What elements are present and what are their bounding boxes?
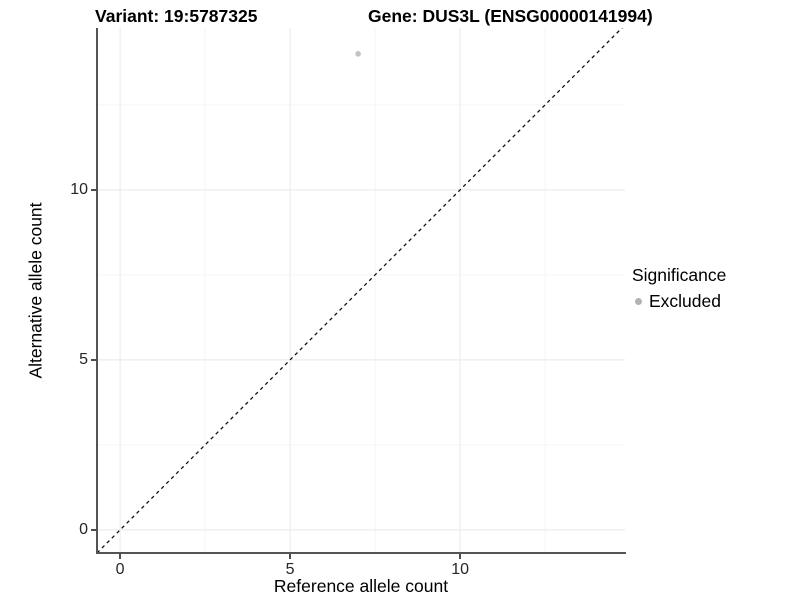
x-tick-mark xyxy=(289,554,292,559)
x-tick-label: 10 xyxy=(451,561,469,578)
x-axis-label: Reference allele count xyxy=(273,576,449,596)
legend-key-dot-icon xyxy=(632,295,646,309)
y-tick-label: 10 xyxy=(70,180,88,198)
data-point xyxy=(355,51,361,57)
legend: Significance Excluded xyxy=(632,265,726,312)
y-axis-label: Alternative allele count xyxy=(25,202,46,379)
plot-panel xyxy=(97,28,625,553)
legend-item-excluded: Excluded xyxy=(632,291,726,312)
reference-identity-line xyxy=(97,28,623,553)
y-tick-label: 0 xyxy=(79,520,88,538)
y-tick-mark xyxy=(91,188,96,191)
plot-title-gene: Gene: DUS3L (ENSG00000141994) xyxy=(368,6,653,26)
x-tick-label: 0 xyxy=(115,561,125,578)
y-tick-mark xyxy=(91,528,96,531)
x-axis-line xyxy=(95,552,626,554)
legend-item-label: Excluded xyxy=(649,291,721,311)
y-tick-label: 5 xyxy=(79,350,88,368)
plot-title-variant: Variant: 19:5787325 xyxy=(95,6,258,26)
y-tick-mark xyxy=(91,358,96,361)
x-tick-mark xyxy=(459,554,462,559)
y-axis-line xyxy=(95,28,98,554)
x-tick-label: 5 xyxy=(285,561,295,578)
legend-title: Significance xyxy=(632,265,727,285)
x-tick-mark xyxy=(119,554,122,559)
